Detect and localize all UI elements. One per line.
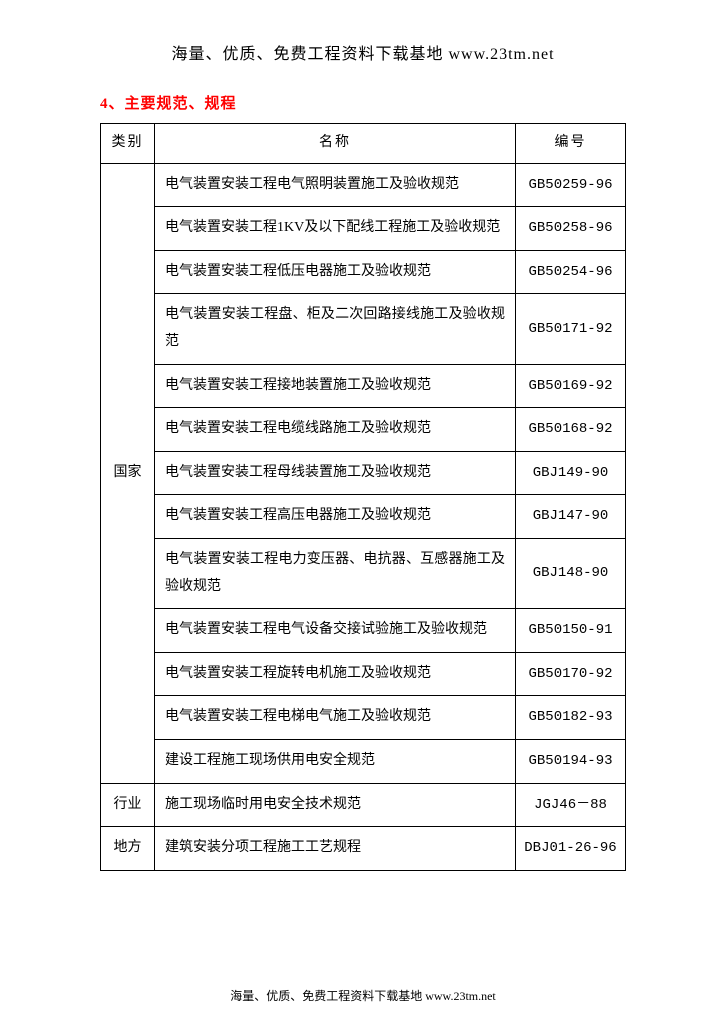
- table-row: 电气装置安装工程旋转电机施工及验收规范GB50170-92: [101, 652, 626, 696]
- table-row: 行业施工现场临时用电安全技术规范JGJ46－88: [101, 783, 626, 827]
- table-row: 电气装置安装工程电力变压器、电抗器、互感器施工及验收规范GBJ148-90: [101, 538, 626, 608]
- cell-name: 电气装置安装工程电梯电气施工及验收规范: [155, 696, 516, 740]
- cell-code: GB50169-92: [516, 364, 626, 408]
- cell-name: 电气装置安装工程盘、柜及二次回路接线施工及验收规范: [155, 294, 516, 364]
- cell-name: 电气装置安装工程1KV及以下配线工程施工及验收规范: [155, 207, 516, 251]
- cell-code: GB50150-91: [516, 609, 626, 653]
- table-row: 电气装置安装工程电梯电气施工及验收规范GB50182-93: [101, 696, 626, 740]
- col-header-name: 名称: [155, 124, 516, 164]
- page-footer: 海量、优质、免费工程资料下载基地 www.23tm.net: [0, 987, 726, 1004]
- table-row: 电气装置安装工程1KV及以下配线工程施工及验收规范GB50258-96: [101, 207, 626, 251]
- cell-name: 电气装置安装工程电气设备交接试验施工及验收规范: [155, 609, 516, 653]
- table-header-row: 类别 名称 编号: [101, 124, 626, 164]
- cell-name: 电气装置安装工程旋转电机施工及验收规范: [155, 652, 516, 696]
- table-body: 国家电气装置安装工程电气照明装置施工及验收规范GB50259-96电气装置安装工…: [101, 163, 626, 870]
- table-row: 电气装置安装工程低压电器施工及验收规范GB50254-96: [101, 250, 626, 294]
- cell-code: GB50259-96: [516, 163, 626, 207]
- cell-code: GB50170-92: [516, 652, 626, 696]
- cell-code: GBJ149-90: [516, 451, 626, 495]
- cell-name: 电气装置安装工程电气照明装置施工及验收规范: [155, 163, 516, 207]
- table-row: 电气装置安装工程高压电器施工及验收规范GBJ147-90: [101, 495, 626, 539]
- cell-code: GB50194-93: [516, 739, 626, 783]
- cell-category: 国家: [101, 163, 155, 783]
- cell-name: 电气装置安装工程电力变压器、电抗器、互感器施工及验收规范: [155, 538, 516, 608]
- table-row: 电气装置安装工程接地装置施工及验收规范GB50169-92: [101, 364, 626, 408]
- standards-table: 类别 名称 编号 国家电气装置安装工程电气照明装置施工及验收规范GB50259-…: [100, 123, 626, 871]
- table-row: 电气装置安装工程电气设备交接试验施工及验收规范GB50150-91: [101, 609, 626, 653]
- table-row: 电气装置安装工程母线装置施工及验收规范GBJ149-90: [101, 451, 626, 495]
- cell-name: 电气装置安装工程母线装置施工及验收规范: [155, 451, 516, 495]
- section-title: 4、主要规范、规程: [100, 92, 626, 113]
- cell-code: JGJ46－88: [516, 783, 626, 827]
- table-row: 电气装置安装工程电缆线路施工及验收规范GB50168-92: [101, 408, 626, 452]
- cell-code: GB50258-96: [516, 207, 626, 251]
- page-header: 海量、优质、免费工程资料下载基地 www.23tm.net: [100, 40, 626, 64]
- col-header-code: 编号: [516, 124, 626, 164]
- col-header-category: 类别: [101, 124, 155, 164]
- document-page: 海量、优质、免费工程资料下载基地 www.23tm.net 4、主要规范、规程 …: [0, 0, 726, 1026]
- cell-category: 地方: [101, 827, 155, 871]
- cell-code: GBJ148-90: [516, 538, 626, 608]
- cell-name: 电气装置安装工程高压电器施工及验收规范: [155, 495, 516, 539]
- cell-name: 电气装置安装工程电缆线路施工及验收规范: [155, 408, 516, 452]
- cell-name: 施工现场临时用电安全技术规范: [155, 783, 516, 827]
- cell-code: GB50182-93: [516, 696, 626, 740]
- cell-name: 电气装置安装工程接地装置施工及验收规范: [155, 364, 516, 408]
- table-row: 建设工程施工现场供用电安全规范GB50194-93: [101, 739, 626, 783]
- cell-code: GB50168-92: [516, 408, 626, 452]
- cell-category: 行业: [101, 783, 155, 827]
- cell-code: DBJ01-26-96: [516, 827, 626, 871]
- table-row: 电气装置安装工程盘、柜及二次回路接线施工及验收规范GB50171-92: [101, 294, 626, 364]
- cell-code: GB50171-92: [516, 294, 626, 364]
- cell-name: 建设工程施工现场供用电安全规范: [155, 739, 516, 783]
- cell-code: GB50254-96: [516, 250, 626, 294]
- table-row: 地方建筑安装分项工程施工工艺规程DBJ01-26-96: [101, 827, 626, 871]
- cell-name: 建筑安装分项工程施工工艺规程: [155, 827, 516, 871]
- cell-code: GBJ147-90: [516, 495, 626, 539]
- table-row: 国家电气装置安装工程电气照明装置施工及验收规范GB50259-96: [101, 163, 626, 207]
- cell-name: 电气装置安装工程低压电器施工及验收规范: [155, 250, 516, 294]
